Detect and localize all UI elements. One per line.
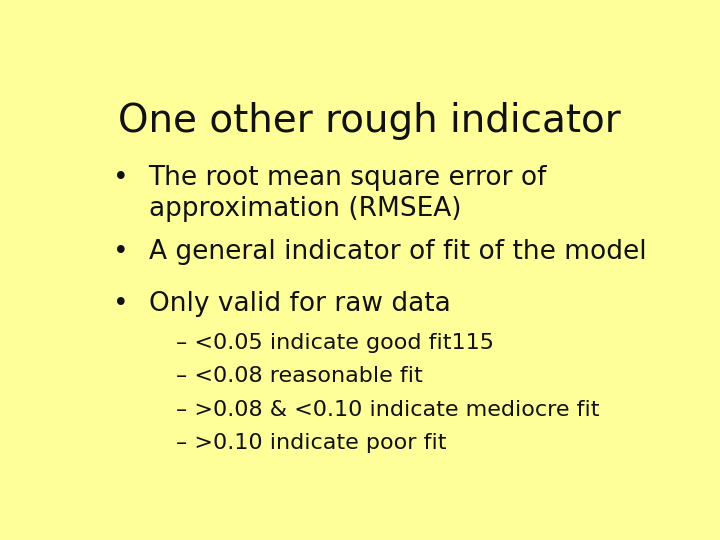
Text: One other rough indicator: One other rough indicator — [117, 102, 621, 140]
Text: •: • — [113, 292, 128, 318]
Text: – >0.10 indicate poor fit: – >0.10 indicate poor fit — [176, 433, 447, 453]
Text: Only valid for raw data: Only valid for raw data — [148, 292, 450, 318]
Text: The root mean square error of
approximation (RMSEA): The root mean square error of approximat… — [148, 165, 547, 221]
Text: – <0.08 reasonable fit: – <0.08 reasonable fit — [176, 366, 423, 386]
Text: – <0.05 indicate good fit115: – <0.05 indicate good fit115 — [176, 333, 495, 353]
Text: •: • — [113, 165, 128, 191]
Text: •: • — [113, 239, 128, 266]
Text: A general indicator of fit of the model: A general indicator of fit of the model — [148, 239, 647, 266]
Text: – >0.08 & <0.10 indicate mediocre fit: – >0.08 & <0.10 indicate mediocre fit — [176, 400, 600, 420]
